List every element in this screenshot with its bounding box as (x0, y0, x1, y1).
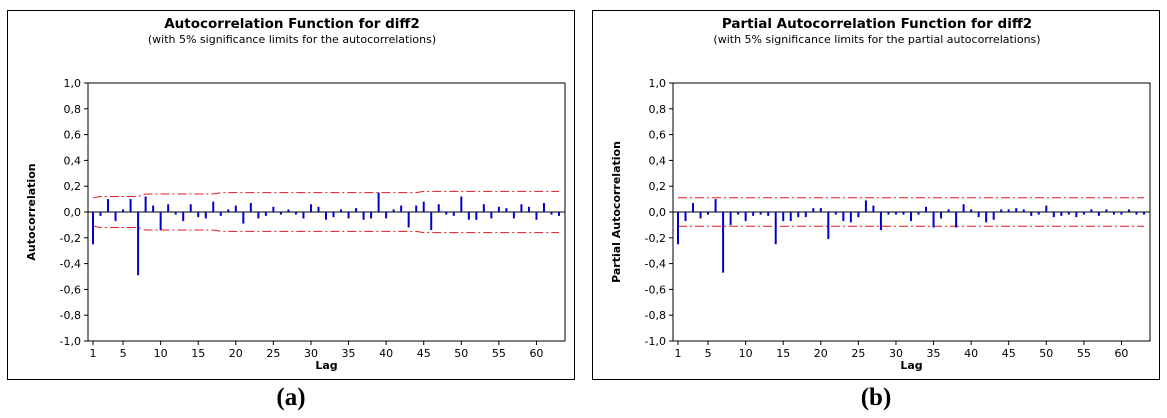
acf-xtick-label: 1 (90, 347, 97, 360)
acf-ytick-label: -0,8 (60, 309, 81, 322)
pacf-panel: Partial Autocorrelation Function for dif… (585, 0, 1167, 418)
caption-b: (b) (860, 384, 892, 411)
acf-xtick-label: 40 (379, 347, 393, 360)
pacf-ytick-label: 0,6 (649, 129, 667, 142)
pacf-ytick-label: 1,0 (649, 77, 667, 90)
pacf-xtick-label: 1 (675, 347, 682, 360)
pacf-chart-frame: Partial Autocorrelation Function for dif… (592, 10, 1160, 380)
pacf-ylabel: Partial Autocorrelation (610, 141, 623, 283)
acf-ytick-label: 0,0 (64, 206, 82, 219)
acf-ytick-label: 0,2 (64, 180, 82, 193)
acf-xtick-label: 10 (154, 347, 168, 360)
pacf-xtick-label: 35 (927, 347, 941, 360)
pacf-ytick-label: -0,2 (645, 232, 666, 245)
pacf-ytick-label: -0,4 (645, 258, 666, 271)
acf-ylabel: Autocorrelation (25, 163, 38, 260)
pacf-ytick-label: -1,0 (645, 335, 666, 348)
pacf-chart-title: Partial Autocorrelation Function for dif… (721, 16, 1033, 32)
pacf-xtick-label: 25 (851, 347, 865, 360)
acf-chart-subtitle: (with 5% significance limits for the aut… (147, 33, 437, 46)
acf-ytick-label: 0,6 (64, 129, 82, 142)
pacf-ytick-label: 0,4 (649, 154, 667, 167)
pacf-xtick-label: 30 (889, 347, 903, 360)
pacf-xtick-label: 15 (776, 347, 790, 360)
pacf-xtick-label: 5 (705, 347, 712, 360)
acf-xtick-label: 20 (229, 347, 243, 360)
acf-ytick-label: 0,8 (64, 103, 82, 116)
pacf-ytick-label: -0,6 (645, 283, 666, 296)
acf-xtick-label: 45 (417, 347, 431, 360)
acf-xtick-label: 15 (191, 347, 205, 360)
acf-chart-title: Autocorrelation Function for diff2 (164, 16, 420, 32)
pacf-xtick-label: 45 (1002, 347, 1016, 360)
acf-xtick-label: 55 (492, 347, 506, 360)
acf-ytick-label: -0,6 (60, 283, 81, 296)
pacf-chart-subtitle: (with 5% significance limits for the par… (713, 33, 1041, 46)
acf-xtick-label: 60 (529, 347, 543, 360)
acf-panel: Autocorrelation Function for diff2 (with… (0, 0, 582, 418)
pacf-xtick-label: 60 (1114, 347, 1128, 360)
caption-a: (a) (276, 384, 306, 411)
pacf-ytick-label: 0,2 (649, 180, 667, 193)
acf-ytick-label: -0,2 (60, 232, 81, 245)
pacf-xtick-label: 55 (1077, 347, 1091, 360)
acf-plot: 1,00,80,60,40,20,0-0,2-0,4-0,6-0,8-1,01 5… (25, 77, 566, 372)
acf-xtick-label: 30 (304, 347, 318, 360)
acf-ytick-label: 1,0 (64, 77, 82, 90)
pacf-ytick-label: 0,8 (649, 103, 667, 116)
acf-lower-limit-line (92, 225, 559, 234)
acf-xtick-label: 5 (120, 347, 127, 360)
acf-xtick-label: 25 (266, 347, 280, 360)
pacf-xtick-label: 10 (739, 347, 753, 360)
pacf-xtick-label: 20 (814, 347, 828, 360)
acf-ytick-label: 0,4 (64, 154, 82, 167)
acf-xlabel: Lag (315, 359, 337, 372)
acf-xtick-label: 35 (342, 347, 356, 360)
acf-chart-frame: Autocorrelation Function for diff2 (with… (7, 10, 575, 380)
pacf-ytick-label: 0,0 (649, 206, 667, 219)
pacf-plot: 1,00,80,60,40,20,0-0,2-0,4-0,6-0,8-1,01 5… (610, 77, 1151, 372)
pacf-xtick-label: 50 (1039, 347, 1053, 360)
acf-upper-limit-line (92, 190, 559, 199)
pacf-ytick-label: -0,8 (645, 309, 666, 322)
acf-ytick-label: -1,0 (60, 335, 81, 348)
acf-ytick-label: -0,4 (60, 258, 81, 271)
pacf-xtick-label: 40 (964, 347, 978, 360)
pacf-xlabel: Lag (900, 359, 922, 372)
acf-xtick-label: 50 (454, 347, 468, 360)
